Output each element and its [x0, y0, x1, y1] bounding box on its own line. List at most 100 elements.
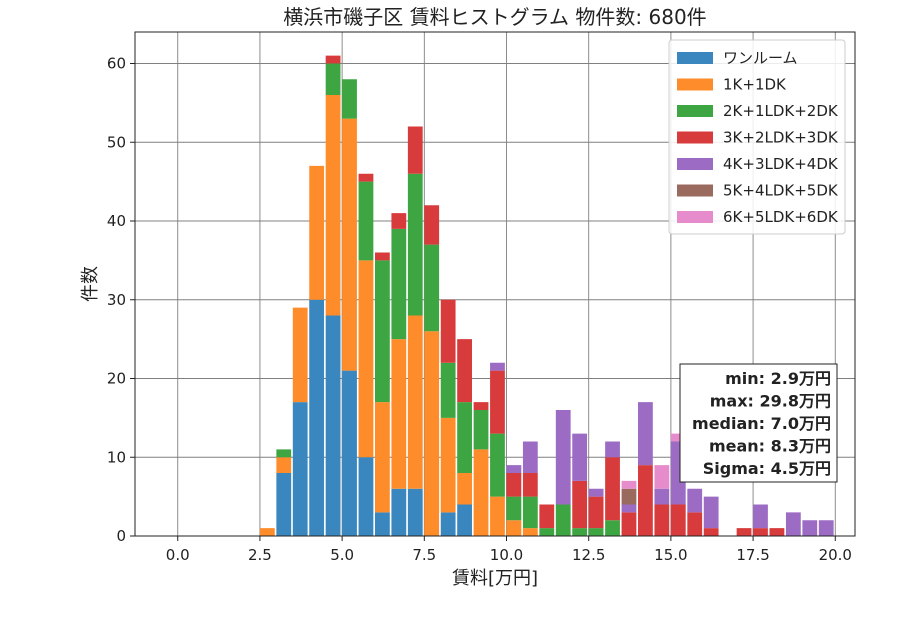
bar-segment [276, 449, 292, 458]
y-tick-label: 0 [116, 527, 126, 545]
bar-segment [358, 181, 374, 261]
bar-segment [457, 473, 472, 505]
bar-segment [259, 528, 275, 536]
bar-segment [490, 370, 505, 434]
bar-segment [539, 528, 555, 536]
bar-segment [506, 520, 522, 536]
bar-segment [736, 528, 752, 536]
bar-segment [391, 339, 407, 489]
bar-segment [654, 504, 670, 536]
bar-segment [391, 488, 407, 536]
legend-label: 1K+1DK [723, 76, 787, 94]
bar-segment [276, 457, 292, 473]
legend-swatch [677, 211, 713, 223]
bars [259, 55, 834, 536]
bar-segment [375, 260, 390, 403]
bar-segment [375, 252, 390, 261]
y-tick-label: 20 [107, 370, 126, 388]
bar-segment [703, 528, 719, 536]
chart-title: 横浜市磯子区 賃料ヒストグラム 物件数: 680件 [283, 5, 706, 29]
bar-segment [753, 528, 768, 536]
x-tick-label: 12.5 [572, 546, 605, 564]
legend-label: 3K+2LDK+3DK [723, 129, 839, 147]
bar-segment [325, 95, 341, 316]
bar-segment [638, 402, 653, 466]
bar-segment [506, 465, 522, 473]
x-tick-label: 5.0 [330, 546, 354, 564]
stats-frame [679, 363, 838, 483]
legend-swatch [677, 105, 713, 117]
legend-swatch [677, 158, 713, 170]
bar-segment [375, 402, 390, 513]
legend: ワンルーム 1K+1DK 2K+1LDK+2DK 3K+2LDK+3DK 4K+3LDK… [668, 39, 846, 235]
bar-segment [605, 457, 620, 521]
bar-segment [457, 504, 472, 536]
bar-segment [785, 512, 801, 536]
y-axis-label: 件数 [80, 266, 101, 302]
legend-label: 2K+1LDK+2DK [723, 102, 839, 120]
y-tick-label: 40 [107, 212, 126, 230]
bar-segment [490, 433, 505, 497]
bar-segment [555, 410, 571, 505]
bar-segment [670, 433, 686, 442]
bar-segment [654, 465, 670, 489]
bar-segment [654, 488, 670, 505]
bar-segment [358, 260, 374, 458]
bar-segment [342, 118, 357, 371]
y-tick-label: 30 [107, 291, 126, 309]
plot-border [134, 31, 856, 537]
bar-segment [605, 441, 620, 458]
bar-segment [769, 528, 785, 536]
bar-segment [506, 473, 522, 497]
bar-segment [522, 496, 538, 529]
bar-segment [440, 299, 456, 363]
bar-segment [358, 173, 374, 182]
bar-segment [407, 315, 423, 489]
bar-segment [572, 480, 588, 529]
legend-swatch [677, 131, 713, 144]
bar-segment [325, 63, 341, 95]
bar-segment [522, 528, 538, 536]
bar-segment [276, 473, 292, 536]
bar-segment [342, 370, 357, 536]
stats-line: median: 7.0万円 [692, 414, 831, 433]
legend-swatch [677, 52, 713, 64]
x-tick-label: 15.0 [654, 546, 687, 564]
bar-segment [424, 205, 440, 245]
bar-segment [407, 488, 423, 536]
legend-label: ワンルーム [723, 49, 798, 67]
bar-segment [539, 504, 555, 529]
bar-segment [440, 512, 456, 536]
bar-segment [605, 520, 620, 536]
bar-segment [572, 528, 588, 536]
bar-segment [292, 307, 308, 403]
y-tick-label: 60 [107, 55, 126, 73]
x-tick-label: 17.5 [736, 546, 769, 564]
bar-segment [424, 244, 440, 332]
x-axis-label: 賃料[万円] [452, 568, 538, 589]
y-axis-ticks: 0 10 20 30 40 50 60 [107, 55, 135, 545]
bar-segment [457, 339, 472, 403]
bar-segment [588, 528, 604, 536]
stats-line: mean: 8.3万円 [709, 437, 831, 456]
bar-segment [687, 512, 703, 536]
legend-label: 6K+5LDK+6DK [723, 208, 839, 226]
bar-segment [325, 55, 341, 64]
bar-segment [802, 520, 818, 536]
bar-segment [753, 504, 768, 529]
bar-segment [391, 228, 407, 340]
bar-segment [522, 473, 538, 497]
bar-segment [309, 299, 325, 536]
bar-segment [490, 362, 505, 371]
bar-segment [342, 79, 357, 119]
bar-segment [687, 488, 703, 513]
bar-segment [621, 480, 637, 489]
stats-box: min: 2.9万円 max: 29.8万円 median: 7.0万円 mean: … [679, 363, 838, 483]
bar-segment [506, 496, 522, 521]
x-tick-label: 10.0 [490, 546, 523, 564]
bar-segment [407, 126, 423, 174]
bar-segment [522, 441, 538, 473]
bar-segment [703, 496, 719, 529]
x-tick-label: 20.0 [819, 546, 852, 564]
